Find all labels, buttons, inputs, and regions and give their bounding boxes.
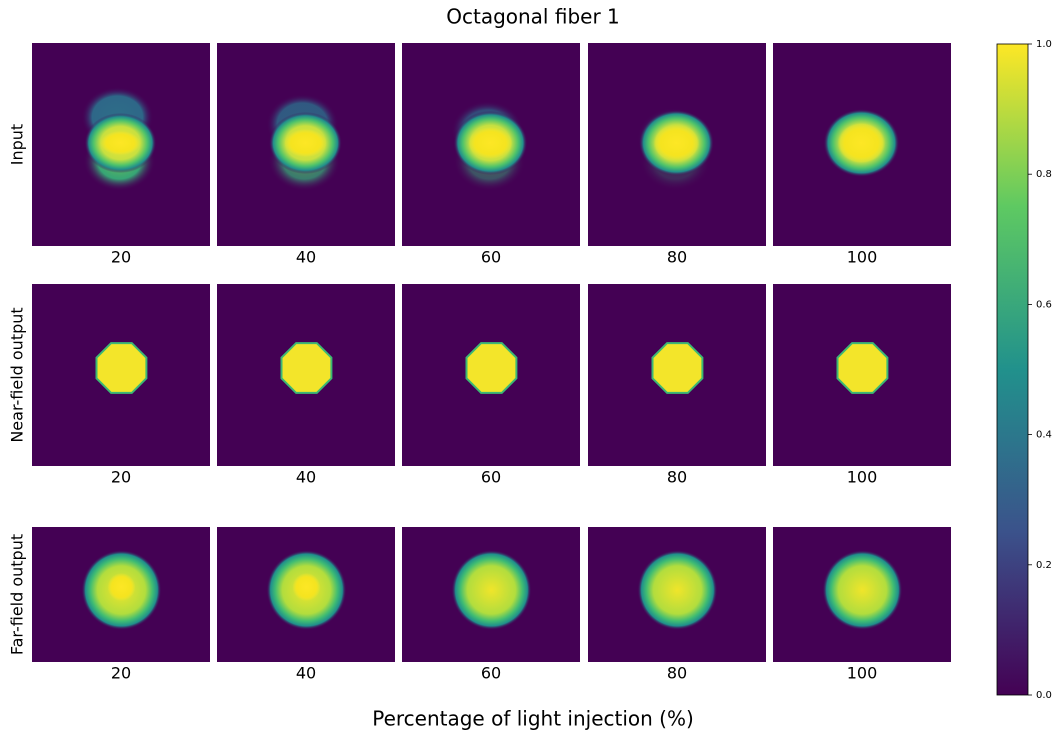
colorbar-tick-label: 0.2 [1036,560,1052,571]
image-panel [217,527,395,662]
column-label: 100 [847,468,878,487]
image-panel [402,43,580,246]
row-label: Far-field output [8,534,27,655]
image-panel [32,43,210,246]
row-label: Near-field output [8,307,27,442]
colorbar [997,44,1028,695]
image-panel [773,284,951,466]
column-label: 20 [111,468,131,487]
image-panel [588,284,766,466]
column-label: 40 [296,468,316,487]
column-label: 60 [481,468,501,487]
far-spot [822,550,902,630]
column-label: 80 [667,664,687,683]
column-label: 60 [481,664,501,683]
colorbar-tick-label: 1.0 [1036,39,1052,50]
figure: Octagonal fiber 1 Percentage of light in… [0,0,1062,738]
octagon [282,343,332,393]
octagon [467,343,517,393]
title: Octagonal fiber 1 [446,5,620,29]
image-panel [217,43,395,246]
octagon [838,343,888,393]
blob [468,127,512,159]
image-panel [588,527,766,662]
colorbar-tick-label: 0.8 [1036,169,1052,180]
far-spot [637,550,717,630]
far-spot [451,550,531,630]
octagon [97,343,147,393]
column-label: 80 [667,248,687,267]
column-label: 100 [847,664,878,683]
blob [653,125,699,161]
image-panel [773,43,951,246]
image-panel [217,284,395,466]
column-label: 100 [847,248,878,267]
colorbar-tick-label: 0.6 [1036,299,1052,310]
row-label: Input [8,124,27,165]
column-label: 20 [111,248,131,267]
image-panel [773,527,951,662]
column-label: 40 [296,248,316,267]
image-panel [402,527,580,662]
column-label: 60 [481,248,501,267]
far-core [107,573,135,601]
colorbar-tick-label: 0.0 [1036,690,1052,701]
image-panel [32,284,210,466]
column-label: 20 [111,664,131,683]
image-panel [32,527,210,662]
column-label: 80 [667,468,687,487]
blob [837,123,885,163]
x-axis-label: Percentage of light injection (%) [372,707,694,731]
blob [284,129,326,157]
colorbar-tick-label: 0.4 [1036,430,1052,441]
image-panel [588,43,766,246]
blob [100,131,140,155]
octagon [653,343,703,393]
image-panel [402,284,580,466]
far-core [292,573,320,601]
column-label: 40 [296,664,316,683]
